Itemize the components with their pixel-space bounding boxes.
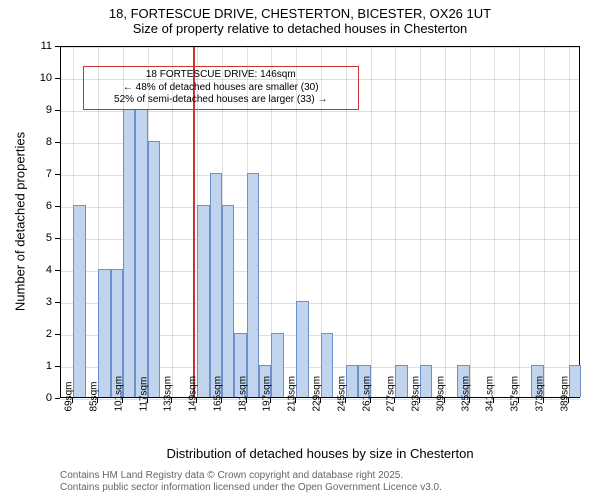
ytick-label: 3 [32,296,52,308]
ytick [55,366,60,367]
annotation-line: 52% of semi-detached houses are larger (… [88,94,354,107]
gridline-v [544,47,545,397]
annotation-line: ← 48% of detached houses are smaller (30… [88,82,354,95]
footer-note: Contains HM Land Registry data © Crown c… [60,470,442,494]
histogram-bar [98,269,110,397]
ytick [55,46,60,47]
ytick [55,302,60,303]
gridline-v [445,47,446,397]
histogram-bar [210,173,222,397]
x-axis-label: Distribution of detached houses by size … [60,446,580,461]
ytick [55,238,60,239]
plot-area: 18 FORTESCUE DRIVE: 146sqm← 48% of detac… [60,46,580,398]
ytick-label: 4 [32,264,52,276]
ytick-label: 9 [32,104,52,116]
gridline-v [420,47,421,397]
histogram-bar [271,333,283,397]
ytick [55,398,60,399]
ytick [55,206,60,207]
ytick-label: 5 [32,232,52,244]
ytick [55,78,60,79]
ytick [55,174,60,175]
histogram-bar [197,205,209,397]
gridline-v [569,47,570,397]
gridline-v [494,47,495,397]
histogram-bar [420,365,432,397]
ytick-label: 1 [32,360,52,372]
ytick-label: 2 [32,328,52,340]
ytick-label: 10 [32,72,52,84]
ytick [55,110,60,111]
histogram-bar [321,333,333,397]
chart-container: 18, FORTESCUE DRIVE, CHESTERTON, BICESTE… [0,0,600,500]
gridline-v [371,47,372,397]
y-axis-label: Number of detached properties [13,112,28,332]
ytick-label: 0 [32,392,52,404]
annotation-box: 18 FORTESCUE DRIVE: 146sqm← 48% of detac… [83,66,359,110]
histogram-bar [135,109,147,397]
histogram-bar [73,205,85,397]
gridline-v [395,47,396,397]
histogram-bar [296,301,308,397]
ytick [55,142,60,143]
title-block: 18, FORTESCUE DRIVE, CHESTERTON, BICESTE… [0,0,600,36]
histogram-bar [222,205,234,397]
ytick-label: 8 [32,136,52,148]
ytick-label: 11 [32,40,52,52]
gridline-h [61,47,579,48]
ytick-label: 7 [32,168,52,180]
histogram-bar [346,365,358,397]
gridline-v [470,47,471,397]
annotation-line: 18 FORTESCUE DRIVE: 146sqm [88,69,354,82]
histogram-bar [148,141,160,397]
title-subtitle: Size of property relative to detached ho… [0,21,600,36]
histogram-bar [247,173,259,397]
title-address: 18, FORTESCUE DRIVE, CHESTERTON, BICESTE… [0,6,600,21]
footer-line2: Contains public sector information licen… [60,482,442,494]
footer-line1: Contains HM Land Registry data © Crown c… [60,470,442,482]
ytick-label: 6 [32,200,52,212]
ytick [55,270,60,271]
ytick [55,334,60,335]
gridline-v [519,47,520,397]
histogram-bar [395,365,407,397]
histogram-bar [123,109,135,397]
